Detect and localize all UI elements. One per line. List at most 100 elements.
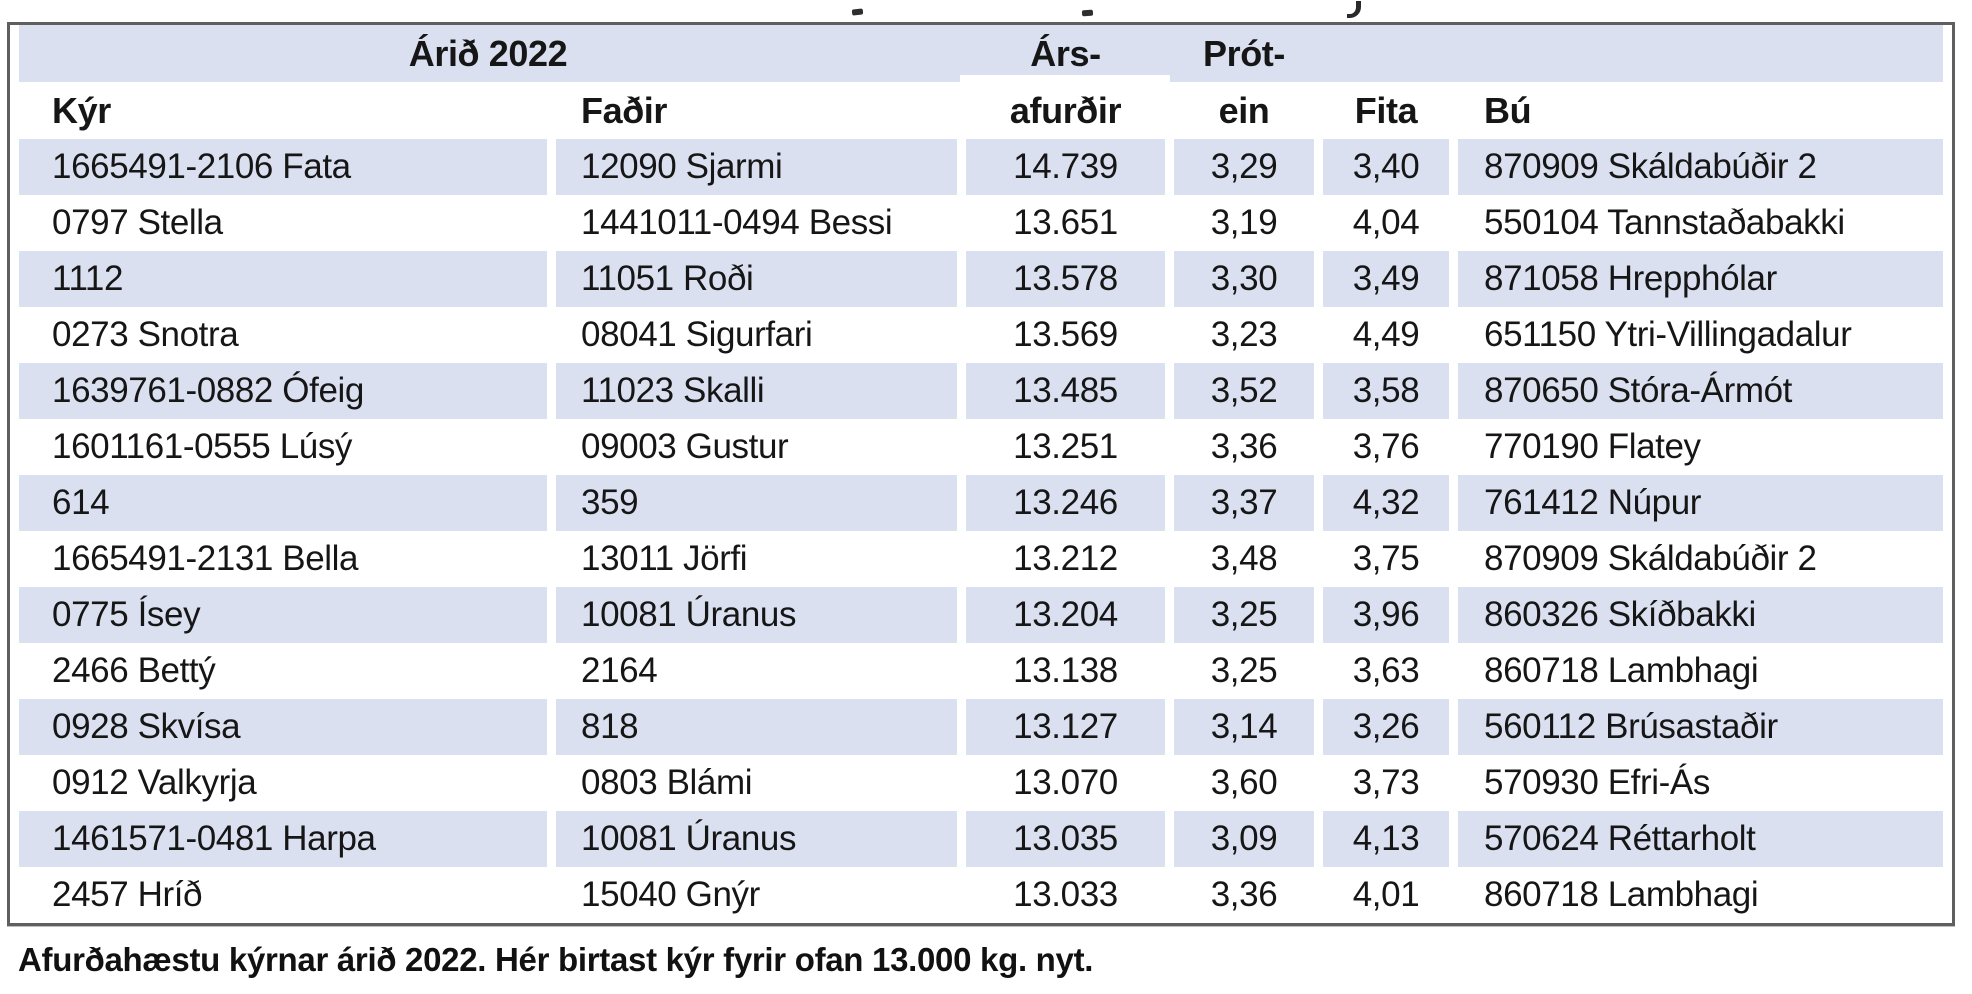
col-header-kyr: Kýr	[52, 89, 111, 131]
protein-header-line1: Prót-	[1203, 32, 1285, 74]
cell-protein: 3,60	[1210, 763, 1278, 802]
cell-protein: 3,25	[1174, 587, 1314, 643]
cell-fadir: 1441011-0494 Bessi	[581, 203, 893, 242]
cell-fita: 4,01	[1352, 875, 1420, 914]
cell-kyr: 1461571-0481 Harpa	[19, 811, 547, 867]
cell-bu: 570930 Efri-Ás	[1484, 763, 1710, 802]
table-row: 614 359 13.246 3,37 4,32 761412 Núpur	[19, 475, 1943, 531]
header-white-notch	[960, 75, 1170, 82]
cell-arsafurdir: 13.212	[1013, 539, 1118, 578]
cell-arsafurdir: 13.246	[966, 475, 1165, 531]
cell-arsafurdir: 13.033	[1013, 875, 1118, 914]
cell-kyr: 1665491-2106 Fata	[19, 139, 547, 195]
cell-protein: 3,09	[1174, 811, 1314, 867]
cell-kyr: 0273 Snotra	[52, 315, 239, 354]
cell-kyr: 1665491-2131 Bella	[52, 539, 359, 578]
cell-fita: 4,13	[1323, 811, 1449, 867]
cell-protein: 3,14	[1174, 699, 1314, 755]
cell-fita: 4,04	[1352, 203, 1420, 242]
cell-bu: 761412 Núpur	[1458, 475, 1943, 531]
table-row: 0273 Snotra 08041 Sigurfari 13.569 3,23 …	[19, 307, 1943, 363]
cell-kyr: 1112	[19, 251, 547, 307]
cell-fadir: 09003 Gustur	[581, 427, 789, 466]
table-row: 1601161-0555 Lúsý 09003 Gustur 13.251 3,…	[19, 419, 1943, 475]
col-header-fadir: Faðir	[581, 89, 668, 131]
cell-arsafurdir: 13.070	[1013, 763, 1118, 802]
cell-arsafurdir: 13.569	[1013, 315, 1118, 354]
table-header-year-row: Árið 2022 Árs- Prót-	[19, 25, 1943, 82]
cell-fita: 3,75	[1352, 539, 1420, 578]
cell-kyr: 2466 Bettý	[52, 651, 216, 690]
cell-protein: 3,23	[1210, 315, 1278, 354]
cell-arsafurdir: 13.485	[966, 363, 1165, 419]
cell-arsafurdir: 13.651	[1013, 203, 1118, 242]
cell-kyr: 0928 Skvísa	[19, 699, 547, 755]
cell-fadir: 818	[556, 699, 957, 755]
cell-fadir: 12090 Sjarmi	[556, 139, 957, 195]
table-row: 0775 Ísey 10081 Úranus 13.204 3,25 3,96 …	[19, 587, 1943, 643]
cell-bu: 770190 Flatey	[1484, 427, 1701, 466]
cell-arsafurdir: 14.739	[966, 139, 1165, 195]
table-row: 0912 Valkyrja 0803 Blámi 13.070 3,60 3,7…	[19, 755, 1943, 811]
cell-bu: 570624 Réttarholt	[1458, 811, 1943, 867]
cell-arsafurdir: 13.138	[1013, 651, 1118, 690]
table-row: 0928 Skvísa 818 13.127 3,14 3,26 560112 …	[19, 699, 1943, 755]
table-row: 1112 11051 Roði 13.578 3,30 3,49 871058 …	[19, 251, 1943, 307]
table-row: 2457 Hríð 15040 Gnýr 13.033 3,36 4,01 86…	[19, 867, 1943, 923]
cell-fita: 4,49	[1352, 315, 1420, 354]
cell-bu: 860326 Skíðbakki	[1458, 587, 1943, 643]
cell-fadir: 11023 Skalli	[556, 363, 957, 419]
cell-fita: 3,26	[1323, 699, 1449, 755]
cell-protein: 3,25	[1210, 651, 1278, 690]
cell-bu: 870909 Skáldabúðir 2	[1458, 139, 1943, 195]
table-row: 1639761-0882 Ófeig 11023 Skalli 13.485 3…	[19, 363, 1943, 419]
cell-kyr: 0775 Ísey	[19, 587, 547, 643]
cell-fadir: 11051 Roði	[556, 251, 957, 307]
cell-fadir: 0803 Blámi	[581, 763, 753, 802]
cell-fadir: 10081 Úranus	[556, 811, 957, 867]
table-row: 1665491-2106 Fata 12090 Sjarmi 14.739 3,…	[19, 139, 1943, 195]
cell-bu: 870909 Skáldabúðir 2	[1484, 539, 1817, 578]
table-body: 1665491-2106 Fata 12090 Sjarmi 14.739 3,…	[19, 139, 1943, 923]
cell-fadir: 10081 Úranus	[556, 587, 957, 643]
cell-arsafurdir: 13.035	[966, 811, 1165, 867]
cell-fita: 3,73	[1352, 763, 1420, 802]
col-header-ein: ein	[1218, 89, 1270, 131]
table-row: 1461571-0481 Harpa 10081 Úranus 13.035 3…	[19, 811, 1943, 867]
cell-protein: 3,48	[1210, 539, 1278, 578]
cell-fita: 4,32	[1323, 475, 1449, 531]
table-column-headers: Kýr Faðir afurðir ein Fita Bú	[19, 82, 1943, 139]
cell-kyr: 0797 Stella	[52, 203, 223, 242]
table-row: 2466 Bettý 2164 13.138 3,25 3,63 860718 …	[19, 643, 1943, 699]
cell-protein: 3,36	[1210, 875, 1278, 914]
cell-bu: 871058 Hrepphólar	[1458, 251, 1943, 307]
year-header: Árið 2022	[408, 32, 568, 74]
cell-bu: 550104 Tannstaðabakki	[1484, 203, 1845, 242]
cell-fita: 3,40	[1323, 139, 1449, 195]
cell-fadir: 2164	[581, 651, 658, 690]
cell-protein: 3,36	[1210, 427, 1278, 466]
cow-yield-table: Árið 2022 Árs- Prót- Kýr Faðir afurðir e…	[7, 22, 1955, 926]
cell-kyr: 2457 Hríð	[52, 875, 203, 914]
col-header-fita: Fita	[1354, 89, 1418, 131]
cell-bu: 870650 Stóra-Ármót	[1458, 363, 1943, 419]
cell-fita: 3,96	[1323, 587, 1449, 643]
cell-fadir: 08041 Sigurfari	[581, 315, 813, 354]
cell-bu: 860718 Lambhagi	[1484, 651, 1759, 690]
cell-bu: 560112 Brúsastaðir	[1458, 699, 1943, 755]
table-caption: Afurðahæstu kýrnar árið 2022. Hér birtas…	[18, 941, 1094, 978]
cell-bu: 860718 Lambhagi	[1484, 875, 1759, 914]
cell-arsafurdir: 13.251	[1013, 427, 1118, 466]
cell-arsafurdir: 13.204	[966, 587, 1165, 643]
cell-protein: 3,30	[1174, 251, 1314, 307]
cropped-text-artifact	[851, 8, 864, 16]
table-row: 1665491-2131 Bella 13011 Jörfi 13.212 3,…	[19, 531, 1943, 587]
cell-kyr: 614	[19, 475, 547, 531]
table-row: 0797 Stella 1441011-0494 Bessi 13.651 3,…	[19, 195, 1943, 251]
cell-fita: 3,76	[1352, 427, 1420, 466]
cropped-text-artifact	[1347, 1, 1361, 18]
cell-fadir: 13011 Jörfi	[581, 539, 748, 578]
yield-header-line1: Árs-	[1030, 32, 1101, 74]
cell-fita: 3,49	[1323, 251, 1449, 307]
cell-fita: 3,58	[1323, 363, 1449, 419]
